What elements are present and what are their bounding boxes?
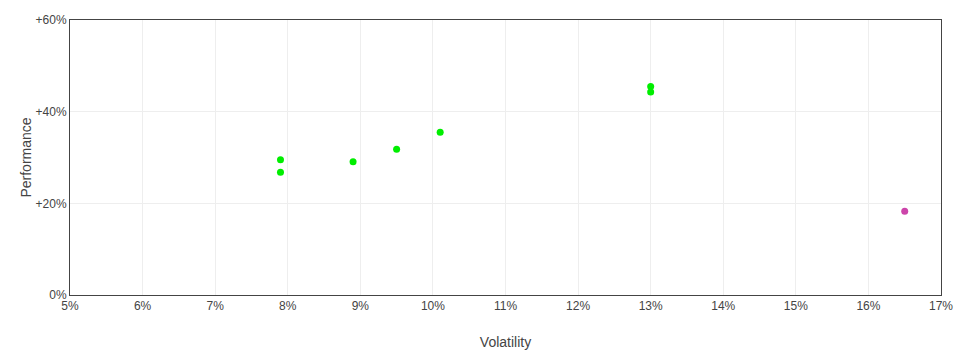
svg-text:10%: 10% <box>421 299 445 313</box>
svg-text:9%: 9% <box>352 299 370 313</box>
svg-text:7%: 7% <box>206 299 224 313</box>
svg-text:+20%: +20% <box>36 197 67 211</box>
svg-text:Performance: Performance <box>18 117 34 197</box>
svg-text:8%: 8% <box>279 299 297 313</box>
svg-text:5%: 5% <box>61 299 79 313</box>
svg-text:17%: 17% <box>929 299 953 313</box>
svg-text:12%: 12% <box>566 299 590 313</box>
svg-text:14%: 14% <box>711 299 735 313</box>
svg-text:11%: 11% <box>494 299 517 313</box>
svg-text:+40%: +40% <box>36 105 67 119</box>
svg-text:0%: 0% <box>49 288 67 302</box>
svg-text:6%: 6% <box>134 299 152 313</box>
svg-text:13%: 13% <box>639 299 663 313</box>
svg-text:Volatility: Volatility <box>480 334 531 350</box>
svg-text:16%: 16% <box>856 299 880 313</box>
svg-text:+60%: +60% <box>36 13 67 27</box>
svg-text:15%: 15% <box>784 299 808 313</box>
